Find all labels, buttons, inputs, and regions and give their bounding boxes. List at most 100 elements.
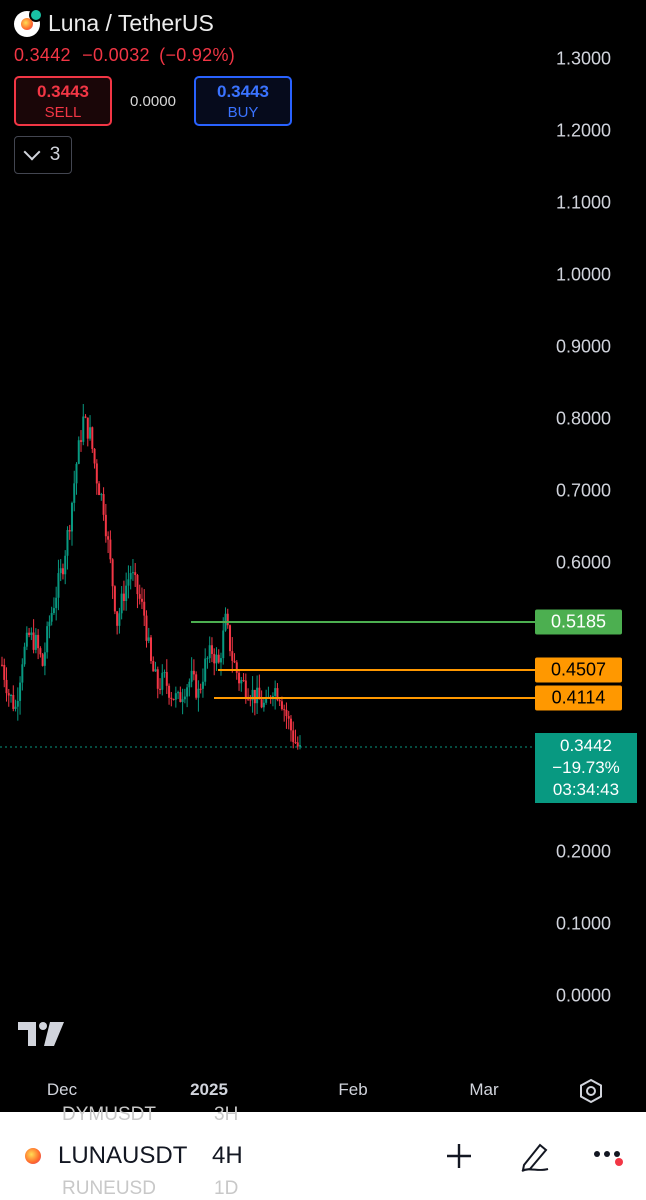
- candle-body: [199, 688, 202, 690]
- candle-body: [21, 664, 24, 683]
- candle-body: [134, 572, 137, 576]
- candle-body: [122, 593, 125, 602]
- candle-body: [168, 685, 171, 698]
- candle-body: [256, 687, 259, 704]
- ghost-prev-symbol: DYMUSDT: [62, 1104, 156, 1125]
- candle-body: [59, 568, 62, 574]
- candle-body: [152, 660, 155, 672]
- candle-body: [195, 674, 198, 698]
- price-axis-label: 1.1000: [555, 192, 611, 213]
- candle-body: [294, 742, 297, 744]
- candle-body: [107, 536, 110, 540]
- candle-body: [61, 568, 64, 575]
- candle-body: [57, 573, 60, 598]
- line-price-tag-orange-2[interactable]: 0.4114: [535, 685, 622, 711]
- candle-body: [109, 539, 112, 560]
- candle-body: [213, 653, 216, 664]
- candle-body: [138, 594, 141, 599]
- candle-body: [172, 698, 175, 700]
- line-price-tag-orange-1[interactable]: 0.4507: [535, 657, 622, 683]
- candle-body: [179, 692, 182, 702]
- candle-body: [30, 632, 33, 635]
- candle-body: [183, 696, 186, 700]
- line-price-tag-green[interactable]: 0.5185: [535, 609, 622, 635]
- price-axis-label: 0.7000: [555, 480, 611, 501]
- candle-body: [129, 573, 132, 580]
- candle-body: [170, 697, 173, 699]
- price-change-percent: (−0.92%): [159, 45, 236, 65]
- plus-icon[interactable]: [442, 1134, 476, 1178]
- candle-body: [16, 700, 19, 707]
- candle-body: [12, 694, 15, 709]
- candle-body: [161, 672, 164, 690]
- price-chart[interactable]: [0, 0, 646, 1112]
- candle-body: [14, 706, 17, 709]
- indicators-toggle[interactable]: 3: [14, 136, 72, 174]
- candle-body: [52, 608, 55, 614]
- sell-button[interactable]: 0.3443 SELL: [14, 76, 112, 126]
- candle-body: [41, 654, 44, 666]
- candle-body: [177, 692, 180, 694]
- candle-body: [1, 664, 3, 666]
- candle-body: [28, 632, 31, 635]
- candle-body: [159, 688, 162, 690]
- more-icon[interactable]: [592, 1134, 626, 1178]
- candle-body: [253, 689, 256, 704]
- candle-body: [127, 579, 130, 586]
- candles-group: [1, 404, 301, 750]
- candle-body: [93, 448, 96, 464]
- candle-body: [116, 611, 119, 626]
- candle-body: [197, 688, 200, 698]
- candle-body: [231, 651, 234, 661]
- candle-body: [89, 427, 92, 439]
- candle-body: [113, 586, 116, 612]
- candle-body: [7, 693, 10, 696]
- candle-body: [233, 660, 236, 663]
- candle-body: [280, 701, 283, 710]
- chart-settings-icon[interactable]: [578, 1078, 604, 1104]
- candle-body: [210, 645, 213, 654]
- price-axis-label: 1.2000: [555, 120, 611, 141]
- candle-body: [95, 463, 98, 484]
- candle-body: [32, 632, 35, 650]
- candle-body: [219, 658, 222, 663]
- time-axis-label: 2025: [190, 1080, 228, 1099]
- candle-body: [46, 626, 49, 653]
- candle-body: [235, 662, 238, 673]
- candle-body: [285, 709, 288, 717]
- ghost-next-symbol: RUNEUSD: [62, 1178, 156, 1199]
- candle-body: [66, 530, 69, 556]
- symbol-logo-icon: [22, 1145, 44, 1167]
- candle-body: [100, 494, 103, 496]
- candle-body: [68, 530, 71, 532]
- ghost-prev-timeframe: 3H: [214, 1104, 239, 1125]
- candle-body: [174, 693, 177, 700]
- buy-button[interactable]: 0.3443 BUY: [194, 76, 292, 126]
- candle-body: [143, 601, 146, 616]
- indicator-count: 3: [49, 144, 61, 165]
- price-change: −0.0032: [82, 45, 150, 65]
- candle-body: [156, 669, 159, 689]
- candle-body: [276, 688, 279, 701]
- candle-body: [136, 575, 139, 595]
- candle-body: [292, 730, 295, 743]
- candle-body: [111, 559, 114, 587]
- candle-body: [215, 654, 218, 664]
- time-axis-label: Mar: [469, 1080, 499, 1099]
- candle-body: [229, 625, 232, 652]
- candle-body: [165, 672, 168, 686]
- last-change: −19.73%: [552, 758, 620, 777]
- draw-icon[interactable]: [516, 1134, 554, 1178]
- time-axis-label: Feb: [338, 1080, 368, 1099]
- price-axis-label: 0.6000: [555, 552, 611, 573]
- symbol-title[interactable]: Luna / TetherUS: [48, 10, 214, 36]
- symbol-selector[interactable]: LUNAUSDT: [58, 1142, 188, 1169]
- candle-body: [84, 416, 87, 418]
- candle-body: [120, 593, 123, 614]
- price-axis-label: 1.0000: [555, 264, 611, 285]
- luna-logo-icon: [14, 7, 43, 37]
- timeframe-selector[interactable]: 4H: [212, 1142, 243, 1169]
- candle-body: [23, 646, 26, 665]
- candle-body: [206, 658, 209, 660]
- candle-body: [222, 630, 225, 659]
